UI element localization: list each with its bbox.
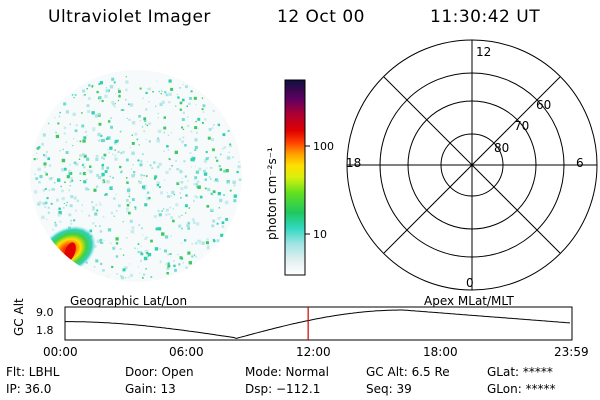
mlt-label-12: 12 [476,45,492,59]
mlt-label-18: 18 [346,156,362,170]
status-door: Door: Open [125,365,194,379]
mlt-label-6: 6 [576,156,584,170]
status-gc-alt: GC Alt: 6.5 Re [366,365,450,379]
status-seq: Seq: 39 [366,382,412,396]
lat-label-60: 60 [536,98,552,112]
image-time: 11:30:42 UT [430,7,541,27]
time-tick-1: 06:00 [169,345,204,359]
geographic-caption: Geographic Lat/Lon [70,294,188,308]
image-date: 12 Oct 00 [277,7,365,27]
time-tick-2: 12:00 [296,345,331,359]
colorbar-tick-10: 10 [313,228,327,241]
status-glat: GLat: ***** [487,365,553,379]
colorbar [284,79,306,276]
status-dsp: Dsp: −112.1 [245,382,321,396]
colorbar-unit-label: photon cm⁻²s⁻¹ [265,147,279,240]
time-tick-4: 23:59 [554,345,589,359]
lat-label-70: 70 [514,119,530,133]
mlt-label-0: 0 [466,276,474,290]
polar-grid [346,39,598,291]
colorbar-tick-100: 100 [313,140,334,153]
apex-caption: Apex MLat/MLT [424,294,514,308]
status-gain: Gain: 13 [125,382,176,396]
status-mode: Mode: Normal [245,365,329,379]
status-filter: Flt: LBHL [6,365,60,379]
time-tick-0: 00:00 [43,345,78,359]
altitude-strip [64,306,573,341]
instrument-title: Ultraviolet Imager [48,7,211,27]
altitude-axis-label: GC Alt [12,298,26,336]
time-tick-3: 18:00 [423,345,458,359]
altitude-ymax: 9.0 [36,306,54,319]
uv-image-disk [30,70,242,282]
status-ip: IP: 36.0 [6,382,52,396]
altitude-ymin: 1.8 [36,324,54,337]
status-glon: GLon: ***** [487,382,556,396]
lat-label-80: 80 [494,141,510,155]
